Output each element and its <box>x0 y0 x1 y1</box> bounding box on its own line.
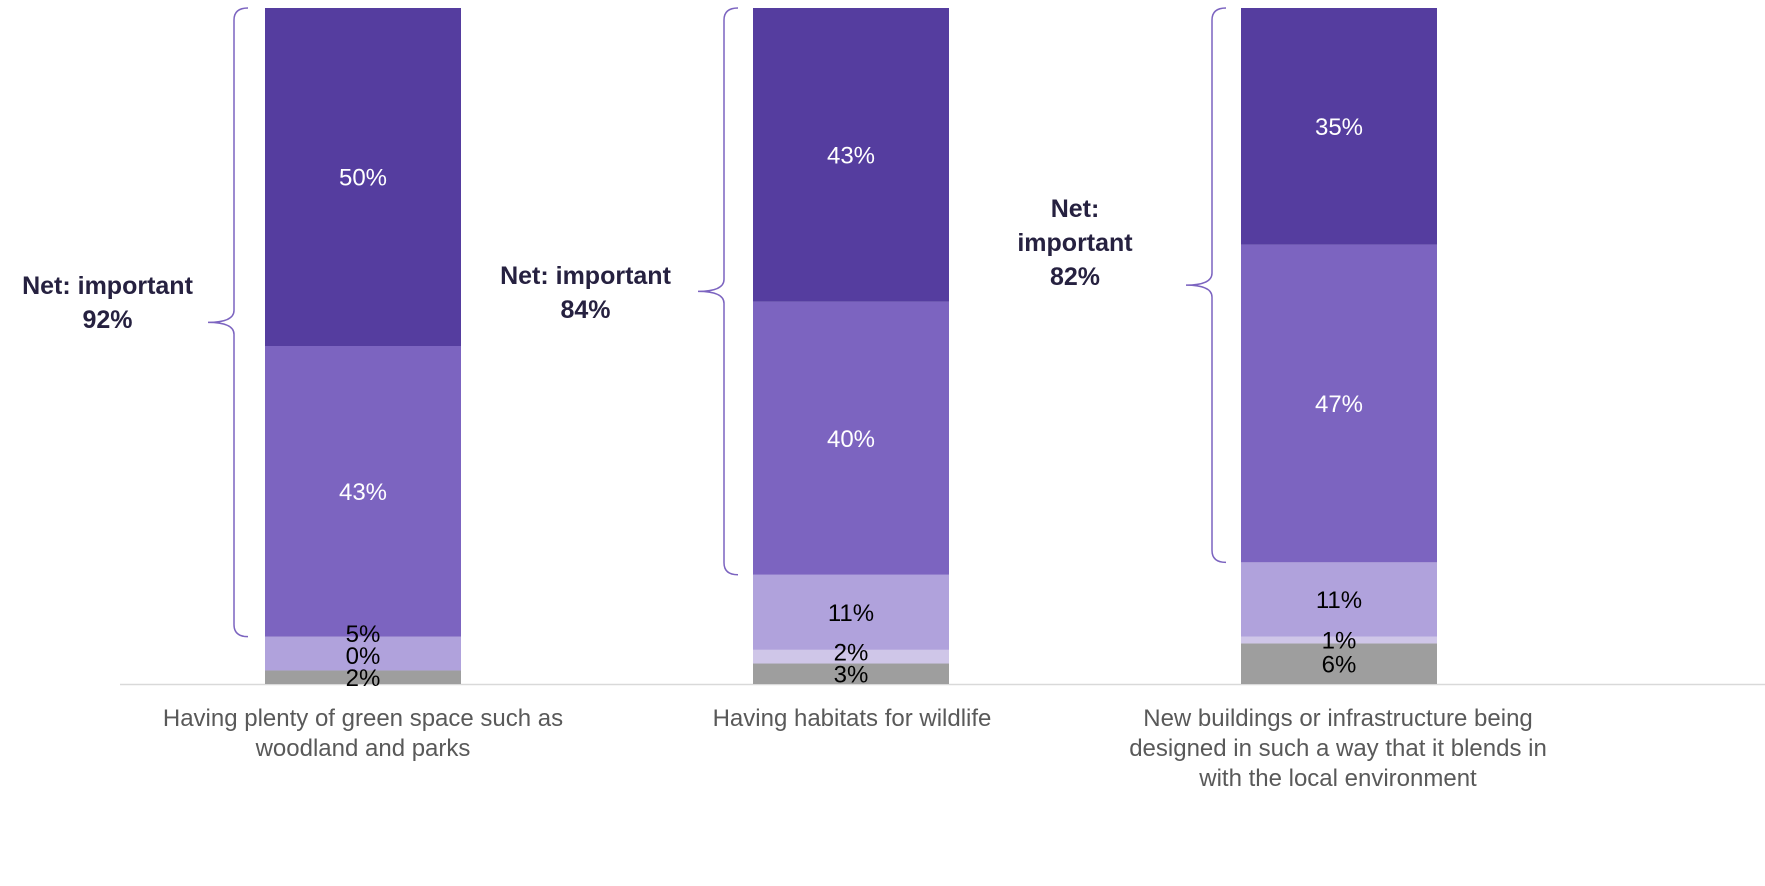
bar-segment-3-4 <box>1241 244 1437 563</box>
category-label-3: New buildings or infrastructure being de… <box>1129 705 1547 792</box>
data-label: 2% <box>346 665 381 692</box>
bar-segment-1-3 <box>265 636 461 671</box>
data-label: 11% <box>1316 587 1362 614</box>
bar-segment-2-5 <box>753 8 949 302</box>
data-label: 40% <box>827 426 875 453</box>
data-label: 11% <box>828 600 874 627</box>
net-brace-2 <box>697 7 739 576</box>
bar-segment-3-1 <box>1241 643 1437 684</box>
bar-segment-3-5 <box>1241 8 1437 245</box>
net-brace-1 <box>207 7 249 638</box>
data-label: 0% <box>346 643 381 670</box>
data-label: 1% <box>1322 628 1357 655</box>
data-label: 43% <box>339 479 387 506</box>
category-label-2: Having habitats for wildlife <box>712 705 992 732</box>
data-label: 35% <box>1315 114 1363 141</box>
data-label: 2% <box>834 639 869 666</box>
data-label: 43% <box>827 142 875 169</box>
bar-segment-1-1 <box>265 670 461 684</box>
data-label: 3% <box>834 661 869 688</box>
net-important-label-2: Net: important 84% <box>500 262 671 324</box>
bar-segment-1-4 <box>265 346 461 637</box>
bar-segment-2-4 <box>753 301 949 575</box>
net-important-label-1: Net: important 92% <box>22 272 193 334</box>
bar-segment-2-2 <box>753 649 949 664</box>
bar-segment-3-2 <box>1241 636 1437 644</box>
net-brace-3 <box>1185 7 1227 564</box>
category-label-1: Having plenty of green space such as woo… <box>162 705 564 762</box>
data-label: 47% <box>1315 391 1363 418</box>
data-label: 50% <box>339 165 387 192</box>
bar-segment-3-3 <box>1241 562 1437 637</box>
data-label: 6% <box>1322 651 1357 678</box>
bar-segment-2-1 <box>753 663 949 684</box>
data-label: 5% <box>346 621 381 648</box>
net-important-label-3: Net: important 82% <box>1017 195 1133 291</box>
bar-segment-1-5 <box>265 8 461 346</box>
bar-segment-2-3 <box>753 574 949 650</box>
